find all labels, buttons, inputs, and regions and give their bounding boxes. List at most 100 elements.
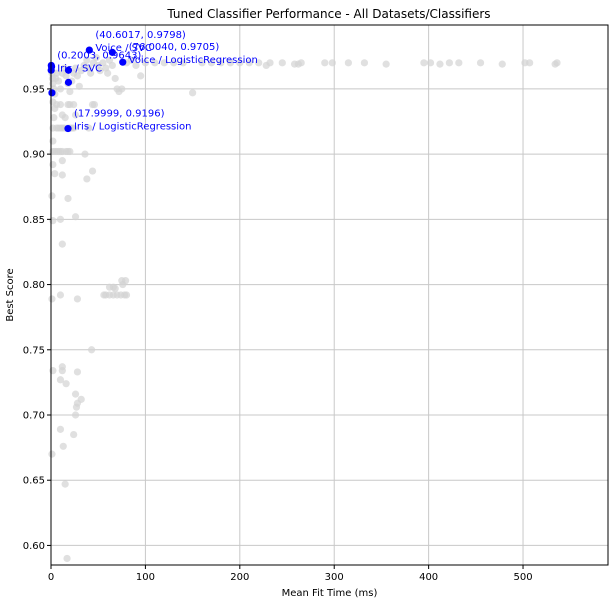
data-point (50, 114, 58, 122)
x-axis-ticks: 0 100 200 300 400 500 (48, 565, 533, 583)
data-point (104, 69, 112, 77)
data-point (66, 147, 74, 156)
data-point (72, 403, 81, 411)
data-point (70, 430, 78, 439)
data-point (87, 346, 96, 354)
data-point (83, 175, 91, 183)
data-point (85, 124, 93, 132)
background-points (47, 54, 561, 563)
annotation-label: Voice / SVC (95, 43, 152, 54)
y-tick-label: 0.85 (23, 215, 45, 226)
annotation-label: Iris / LogisticRegression (74, 122, 192, 133)
data-point (75, 82, 83, 90)
highlight-point (64, 66, 73, 74)
x-tick-label: 200 (230, 572, 249, 583)
data-point (344, 59, 352, 67)
data-point (62, 72, 70, 80)
data-point (56, 215, 65, 223)
data-point (217, 59, 225, 67)
plot-frame (50, 24, 609, 566)
highlight-point (119, 58, 127, 66)
y-tick-label: 0.80 (23, 280, 45, 291)
data-point (73, 72, 82, 80)
highlight-point (85, 46, 93, 54)
data-point (382, 60, 390, 68)
data-point (64, 194, 72, 203)
x-tick-label: 400 (419, 572, 438, 583)
data-point (49, 137, 57, 145)
annotation-label: Iris / SVC (57, 63, 102, 74)
data-point (49, 367, 57, 375)
data-point (266, 59, 274, 67)
highlight-point (64, 78, 73, 86)
data-point (321, 59, 329, 67)
data-point (255, 59, 263, 67)
data-point (58, 240, 66, 248)
y-tick-label: 0.90 (23, 150, 45, 161)
data-point (56, 85, 65, 93)
y-tick-label: 0.65 (23, 476, 45, 487)
data-point (71, 213, 80, 221)
data-point (58, 157, 66, 165)
data-point (119, 280, 127, 289)
data-point (160, 59, 168, 67)
data-point (90, 100, 99, 109)
annotation-coords: (40.6017, 0.9798) (95, 30, 186, 41)
data-point (455, 59, 463, 67)
data-point (360, 59, 369, 67)
data-point (297, 59, 305, 67)
data-point (59, 442, 67, 450)
data-point (328, 59, 336, 67)
data-point (71, 390, 80, 398)
data-point (236, 59, 244, 67)
data-point (48, 192, 56, 200)
data-point (526, 59, 534, 67)
data-point (127, 56, 135, 64)
highlight-point (108, 48, 116, 56)
data-point (96, 67, 104, 75)
y-axis-label: Best Score (5, 268, 16, 321)
data-point (420, 59, 428, 67)
data-point (498, 60, 506, 68)
data-point (71, 411, 80, 419)
data-point (108, 61, 116, 70)
data-point (53, 69, 61, 77)
x-tick-label: 100 (136, 572, 155, 583)
annotation-label: Voice / LogisticRegression (129, 55, 258, 66)
data-point (278, 59, 286, 67)
highlight-point (64, 124, 72, 133)
data-point (132, 61, 140, 70)
data-point (445, 59, 453, 67)
data-point (70, 124, 78, 132)
annotation-layer: (40.6017, 0.9798) Voice / SVC(76.0040, 0.… (57, 30, 258, 133)
data-point (226, 59, 234, 67)
data-point (170, 59, 178, 67)
data-point (56, 425, 65, 433)
highlight-point (48, 89, 56, 97)
data-point (49, 217, 57, 225)
annotation-coords: (0.2003, 0.9643) (57, 50, 141, 61)
data-point (70, 100, 78, 109)
data-point (92, 54, 100, 62)
data-point (436, 60, 444, 68)
annotation-coords: (76.0040, 0.9705) (129, 42, 220, 53)
data-point (111, 74, 119, 83)
chart-title: Tuned Classifier Performance - All Datas… (166, 7, 490, 21)
annotation-coords: (17.9999, 0.9196) (74, 109, 165, 120)
data-point (63, 554, 71, 563)
data-point (48, 450, 56, 458)
y-axis-ticks: 0.60 0.65 0.70 0.75 0.80 0.85 0.90 0.95 (23, 84, 51, 552)
data-point (71, 111, 80, 119)
data-point (137, 72, 145, 80)
y-tick-label: 0.75 (23, 345, 45, 356)
x-tick-label: 500 (513, 572, 532, 583)
data-point (61, 114, 69, 122)
data-point (141, 59, 150, 67)
data-point (151, 59, 159, 67)
data-point (56, 100, 65, 109)
data-point (476, 59, 485, 67)
data-point (58, 367, 66, 375)
y-tick-label: 0.95 (23, 84, 45, 95)
x-axis-label: Mean Fit Time (ms) (282, 588, 378, 599)
data-point (122, 291, 131, 299)
